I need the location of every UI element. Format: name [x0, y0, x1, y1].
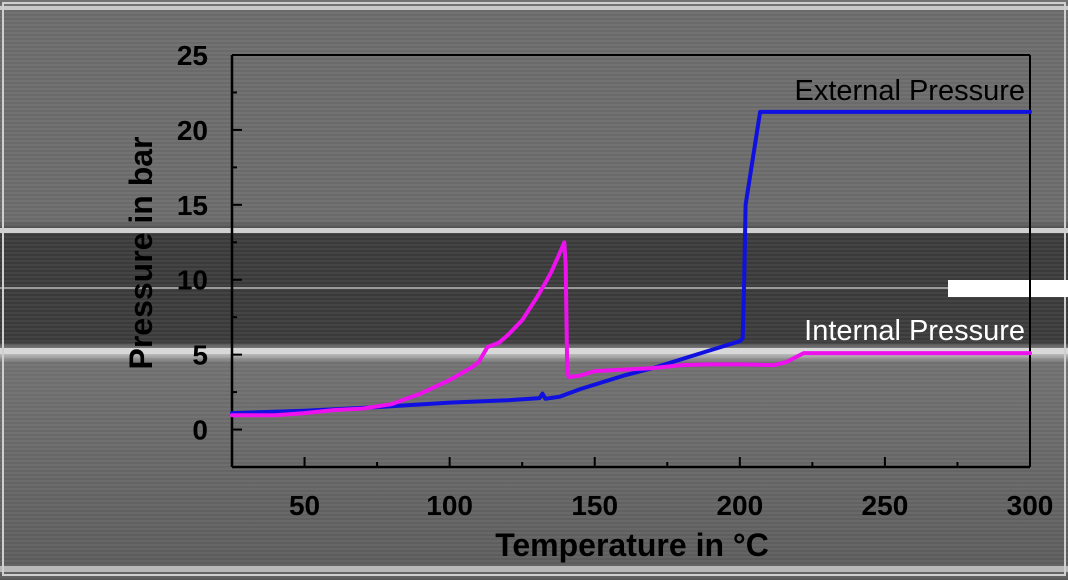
x-tick-label-300: 300: [1007, 490, 1054, 521]
series-layer: [230, 109, 1032, 418]
x-tick-label-250: 250: [862, 490, 909, 521]
series-label-internal: Internal Pressure: [804, 315, 1025, 347]
plot-frame: [230, 54, 1031, 469]
x-axis-title: Temperature in °C: [495, 527, 769, 563]
x-ticks: 50 100 150 200 250 300: [231, 457, 1054, 521]
x-tick-label-200: 200: [716, 490, 763, 521]
x-tick-label-150: 150: [571, 490, 618, 521]
series-line-external-pressure: [230, 109, 1032, 416]
y-tick-label-10: 10: [177, 265, 208, 296]
series-label-external: External Pressure: [795, 75, 1026, 107]
y-axis-title: Pressure in bar: [123, 137, 159, 370]
y-ticks: 0 5 10 15 20 25: [177, 40, 242, 468]
y-tick-label-5: 5: [192, 340, 208, 371]
y-tick-label-0: 0: [192, 415, 208, 446]
series-line-internal-pressure: [230, 240, 1032, 418]
x-tick-label-100: 100: [426, 490, 473, 521]
y-tick-label-25: 25: [177, 40, 208, 71]
x-tick-label-50: 50: [289, 490, 320, 521]
y-tick-label-15: 15: [177, 190, 208, 221]
y-tick-label-20: 20: [177, 115, 208, 146]
